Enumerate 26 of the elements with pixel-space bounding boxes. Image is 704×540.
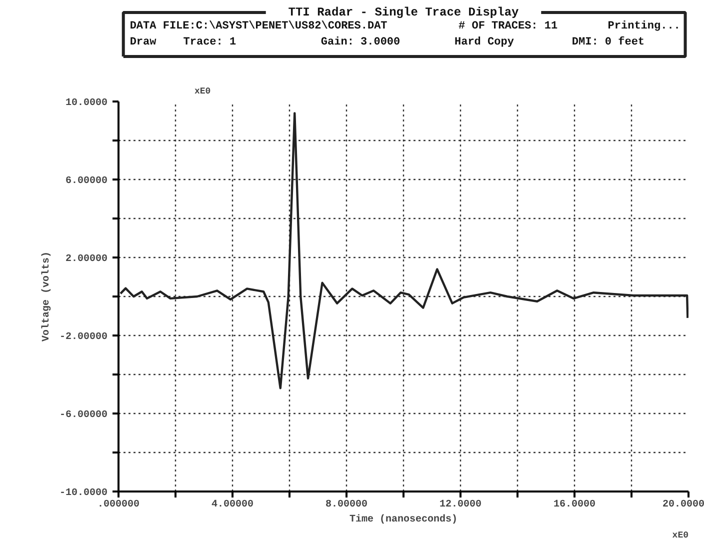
text: Trace: 1 <box>183 36 236 48</box>
x-tick-label: 8.00000 <box>325 500 368 510</box>
x-tick-label: 4.00000 <box>211 500 254 510</box>
chart-title: TTI Radar - Single Trace Display <box>288 6 519 20</box>
y-tick-label: 10.0000 <box>65 98 108 109</box>
text: DATA FILE:C:\ASYST\PENET\US82\CORES.DAT <box>130 20 388 32</box>
text: xE0 <box>194 86 211 96</box>
y-axis-title: Voltage (volts) <box>40 251 52 342</box>
y-tick-label: -2.00000 <box>59 332 108 343</box>
y-tick-label: 2.00000 <box>65 254 108 265</box>
y-tick-label: -10.0000 <box>59 488 108 499</box>
text: xE0 <box>672 530 688 540</box>
y-tick-label: -6.00000 <box>59 410 108 421</box>
y-tick-label: 6.00000 <box>65 176 108 187</box>
text: Hard Copy <box>454 36 514 48</box>
text: Gain: 3.0000 <box>320 36 400 48</box>
x-axis-title: Time (nanoseconds) <box>349 514 458 526</box>
line-series <box>119 112 688 390</box>
x-tick-label: .000000 <box>97 500 140 510</box>
text: Printing... <box>608 20 680 32</box>
x-tick-label: 16.0000 <box>553 500 596 510</box>
text: # OF TRACES: 11 <box>458 20 558 32</box>
text: Draw <box>130 36 157 48</box>
x-tick-label: 20.0000 <box>662 500 704 510</box>
x-tick-label: 12.0000 <box>439 500 482 510</box>
text: DMI: 0 feet <box>572 36 645 48</box>
